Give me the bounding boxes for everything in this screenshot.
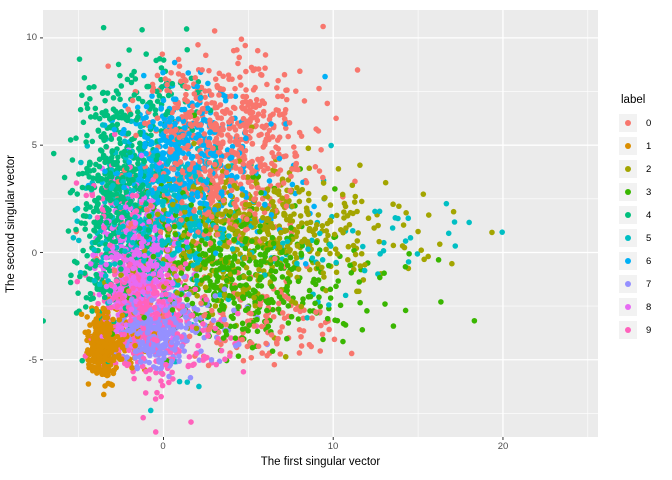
legend-dot-icon — [625, 143, 631, 149]
legend-dot-icon — [625, 327, 631, 333]
legend-dot-icon — [625, 120, 631, 126]
legend-item-6: 6 — [619, 252, 651, 270]
y-tick-label-5: 5 — [31, 139, 37, 151]
legend: label 0 1 2 3 4 5 6 7 8 9 — [619, 94, 651, 344]
legend-key-9 — [619, 321, 637, 339]
legend-key-6 — [619, 252, 637, 270]
legend-dot-icon — [625, 212, 631, 218]
legend-item-label: 6 — [646, 255, 652, 267]
legend-dot-icon — [625, 304, 631, 310]
legend-item-label: 9 — [646, 324, 652, 336]
legend-item-label: 4 — [646, 209, 652, 221]
legend-dot-icon — [625, 258, 631, 264]
legend-dot-icon — [625, 235, 631, 241]
legend-key-4 — [619, 206, 637, 224]
x-tick-label-10: 10 — [327, 441, 339, 452]
legend-item-label: 3 — [646, 186, 652, 198]
legend-item-label: 0 — [646, 117, 652, 129]
y-tick-label-0: 0 — [31, 247, 37, 259]
legend-dot-icon — [625, 189, 631, 195]
legend-dot-icon — [625, 281, 631, 287]
legend-key-2 — [619, 160, 637, 178]
legend-key-0 — [619, 114, 637, 132]
legend-item-3: 3 — [619, 183, 651, 201]
legend-item-8: 8 — [619, 298, 651, 316]
legend-item-0: 0 — [619, 114, 651, 132]
legend-key-3 — [619, 183, 637, 201]
y-tick-label-10: 10 — [26, 31, 37, 43]
legend-item-1: 1 — [619, 137, 651, 155]
x-axis-title: The first singular vector — [260, 456, 381, 468]
legend-key-7 — [619, 275, 637, 293]
x-tick-label-0: 0 — [160, 441, 166, 452]
y-tick-label-neg5: -5 — [28, 355, 37, 366]
y-axis-title-wrap: The second singular vector — [0, 10, 22, 437]
legend-item-2: 2 — [619, 160, 651, 178]
legend-key-5 — [619, 229, 637, 247]
legend-item-label: 5 — [646, 232, 652, 244]
x-tick-label-20: 20 — [497, 441, 509, 452]
legend-dot-icon — [625, 166, 631, 172]
y-axis-title: The second singular vector — [5, 154, 18, 293]
legend-item-label: 8 — [646, 301, 652, 313]
legend-item-9: 9 — [619, 321, 651, 339]
legend-item-7: 7 — [619, 275, 651, 293]
legend-item-label: 2 — [646, 163, 652, 175]
legend-item-label: 7 — [646, 278, 652, 290]
legend-item-label: 1 — [646, 140, 652, 152]
legend-title: label — [621, 94, 646, 106]
legend-key-8 — [619, 298, 637, 316]
legend-item-4: 4 — [619, 206, 651, 224]
legend-key-1 — [619, 137, 637, 155]
legend-item-5: 5 — [619, 229, 651, 247]
